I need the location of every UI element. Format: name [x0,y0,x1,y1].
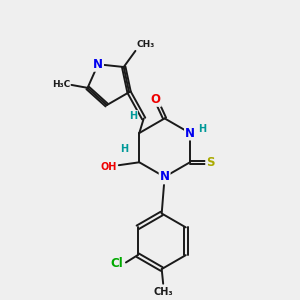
Text: CH₃: CH₃ [137,40,155,50]
Text: O: O [151,93,161,106]
Text: H₃C: H₃C [52,80,70,89]
Text: H: H [198,124,206,134]
Text: H: H [121,144,129,154]
Text: OH: OH [101,162,117,172]
Text: S: S [206,156,215,169]
Text: H: H [129,111,137,121]
Text: N: N [160,170,170,183]
Text: N: N [185,127,195,140]
Text: N: N [93,58,103,71]
Text: CH₃: CH₃ [153,287,173,297]
Text: Cl: Cl [111,257,124,270]
